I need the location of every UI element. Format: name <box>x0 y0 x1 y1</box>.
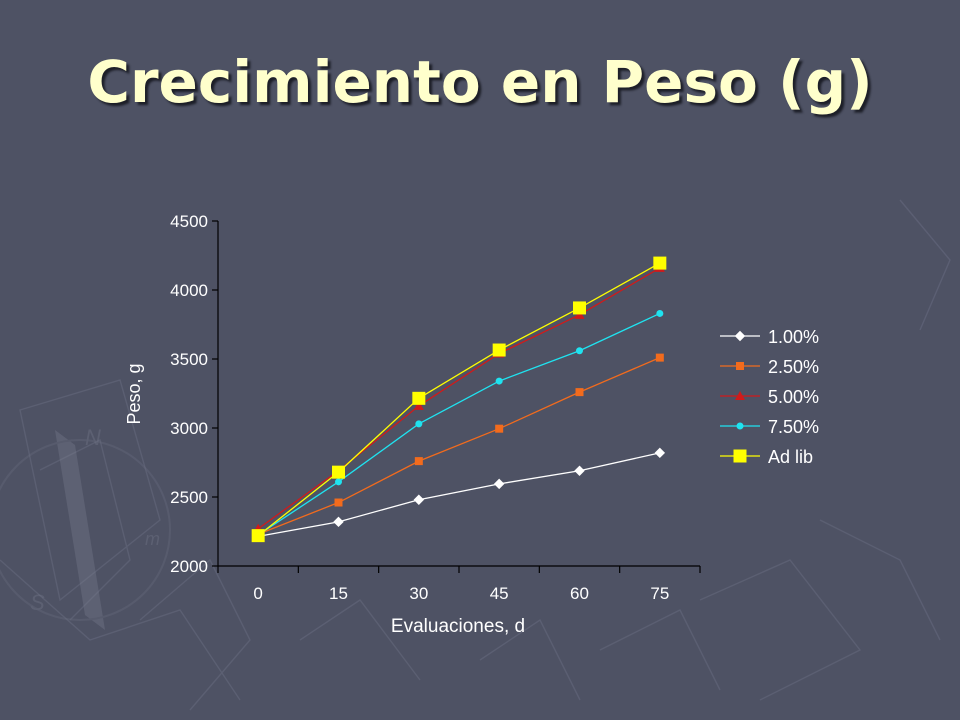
data-point <box>573 301 586 315</box>
data-point <box>333 516 344 528</box>
legend-label: 2.50% <box>768 357 819 377</box>
series-2-50- <box>254 353 664 539</box>
data-point <box>415 420 423 428</box>
data-point <box>655 353 664 362</box>
data-point <box>575 388 584 397</box>
series-line <box>257 267 661 530</box>
series-line <box>257 312 661 536</box>
data-point <box>576 347 583 355</box>
chart-legend: 1.00% 2.50% 5.00% 7.50% Ad lib <box>720 327 819 467</box>
slide-title: Crecimiento en Peso (g) <box>87 48 873 116</box>
y-tick-label: 2500 <box>170 488 208 507</box>
legend-item: 5.00% <box>720 387 819 407</box>
legend-item: 1.00% <box>720 327 819 347</box>
y-tick-label: 2000 <box>170 557 208 576</box>
series-line <box>258 452 660 537</box>
y-tick-label: 3500 <box>170 350 208 369</box>
legend-marker <box>735 391 745 400</box>
chart-series <box>251 256 667 543</box>
data-point <box>335 478 342 486</box>
legend-label: Ad lib <box>768 447 813 467</box>
series-line <box>257 262 661 537</box>
data-point <box>413 400 424 410</box>
svg-text:S: S <box>30 590 45 615</box>
chart-axes: 2000 2500 3000 3500 4000 4500 0 15 30 45 60 75 <box>170 212 701 603</box>
series-7-50- <box>254 309 664 539</box>
series-1-00- <box>252 447 666 542</box>
legend-item: 7.50% <box>720 417 819 437</box>
legend-marker <box>733 449 747 463</box>
x-tick-label: 45 <box>490 584 509 603</box>
data-point <box>495 424 504 433</box>
legend-marker <box>736 362 744 370</box>
data-point <box>334 498 343 507</box>
data-point <box>495 377 503 385</box>
data-point <box>414 457 423 466</box>
svg-text:m: m <box>145 529 160 549</box>
data-point <box>653 256 667 270</box>
legend-label: 1.00% <box>768 327 819 347</box>
legend-item: Ad lib <box>720 447 813 467</box>
x-tick-label: 0 <box>253 584 262 603</box>
y-axis-label: Peso, g <box>124 363 144 424</box>
data-point <box>412 391 426 405</box>
data-point <box>492 343 506 357</box>
x-tick-label: 75 <box>650 584 669 603</box>
legend-item: 2.50% <box>720 357 819 377</box>
legend-marker <box>736 422 744 430</box>
data-point <box>413 494 425 505</box>
x-axis-label: Evaluaciones, d <box>391 616 525 637</box>
data-point <box>654 447 666 459</box>
x-tick-label: 60 <box>570 584 589 603</box>
compass-decoration-icon: N S m <box>0 425 171 630</box>
y-tick-label: 4500 <box>170 212 208 231</box>
legend-label: 5.00% <box>768 387 819 407</box>
data-point <box>493 478 505 490</box>
y-tick-label: 4000 <box>170 281 208 300</box>
series-line <box>257 357 661 535</box>
legend-label: 7.50% <box>768 417 819 437</box>
x-tick-label: 30 <box>409 584 428 603</box>
x-tick-label: 15 <box>329 584 348 603</box>
series-ad-lib <box>251 256 667 543</box>
data-point <box>574 465 585 476</box>
legend-marker <box>734 330 746 342</box>
data-point <box>332 465 345 479</box>
y-tick-label: 3000 <box>170 419 208 438</box>
data-point <box>251 529 265 543</box>
svg-text:N: N <box>85 425 101 450</box>
data-point <box>656 309 664 317</box>
